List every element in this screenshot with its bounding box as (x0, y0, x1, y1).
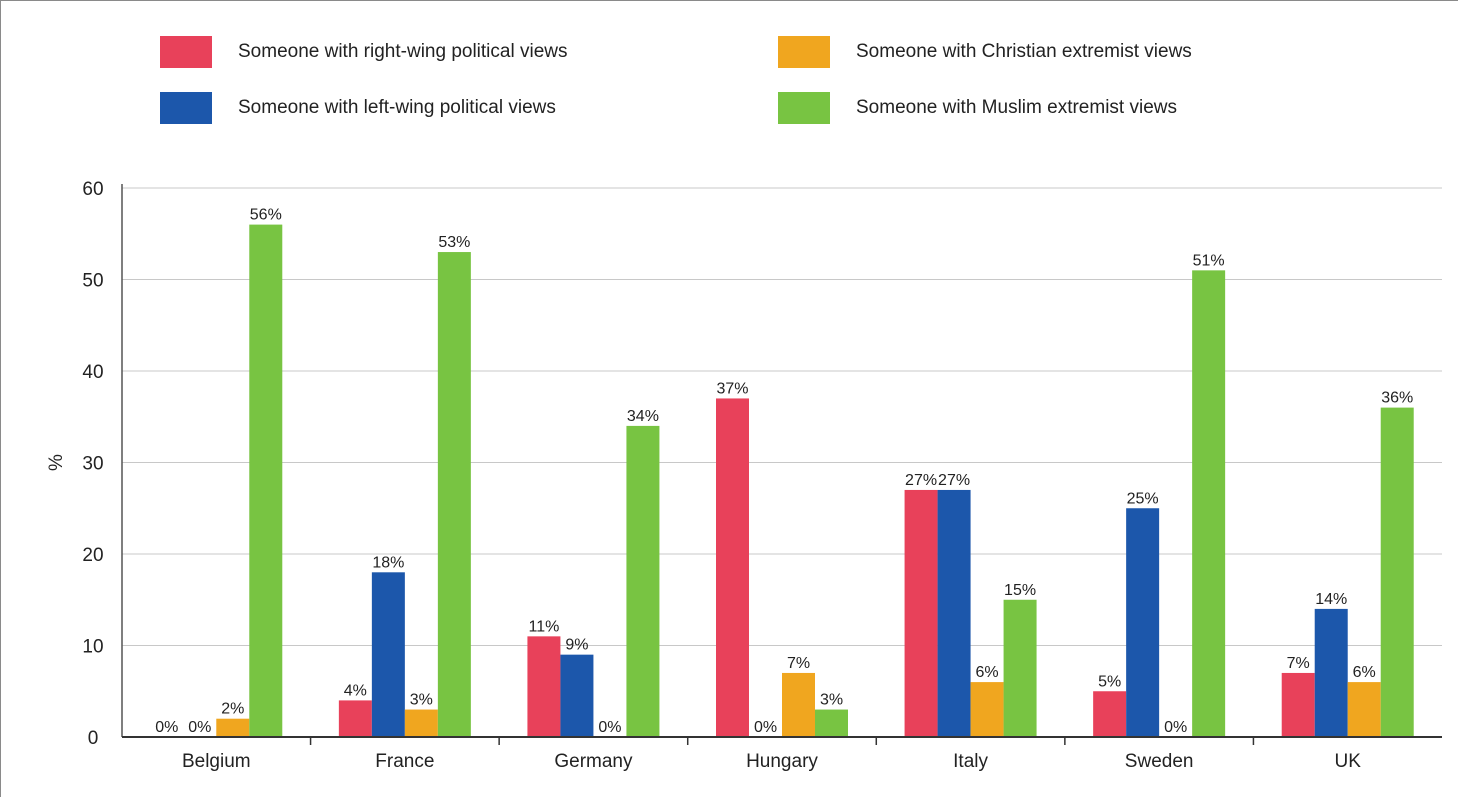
legend-swatch-left-wing (160, 92, 212, 124)
data-label: 0% (598, 719, 621, 736)
data-label: 18% (372, 554, 404, 571)
y-tick-label: 60 (82, 179, 103, 200)
bar (937, 489, 971, 737)
data-label: 56% (250, 207, 282, 224)
data-label: 0% (1164, 719, 1187, 736)
bar (1126, 508, 1160, 737)
data-label: 53% (438, 234, 470, 251)
legend-label-christian-extremist: Someone with Christian extremist views (856, 41, 1192, 62)
legend-swatch-right-wing (160, 36, 212, 68)
bar (626, 425, 660, 737)
bar (970, 682, 1004, 737)
axes: 0 10 20 30 40 50 60 Belgium France Germany Hungary… (82, 179, 1442, 772)
legend-label-muslim-extremist: Someone with Muslim extremist views (856, 97, 1177, 118)
y-tick-label: 50 (82, 271, 103, 292)
data-label: 25% (1127, 490, 1159, 507)
bar (1380, 407, 1414, 737)
data-label: 7% (1287, 655, 1310, 672)
bar (815, 709, 848, 737)
data-label: 2% (221, 701, 244, 718)
y-tick-label: 30 (82, 454, 103, 475)
legend: Someone with right-wing political views … (160, 36, 1400, 136)
y-axis-label: % (46, 454, 67, 471)
legend-item-christian-extremist: Someone with Christian extremist views (778, 36, 1192, 68)
data-label: 37% (716, 380, 748, 397)
y-tick-label: 10 (82, 637, 103, 658)
data-label: 7% (787, 655, 810, 672)
bar (1347, 682, 1381, 737)
legend-swatch-christian-extremist (778, 36, 830, 68)
data-label: 34% (627, 408, 659, 425)
data-label: 4% (344, 682, 367, 699)
x-tick-label: Sweden (1125, 751, 1194, 772)
data-label: 0% (188, 719, 211, 736)
legend-label-right-wing: Someone with right-wing political views (238, 41, 568, 62)
data-label: 15% (1004, 582, 1036, 599)
bar (338, 700, 372, 737)
bar (1192, 270, 1226, 737)
bar (1281, 672, 1315, 737)
x-tick-label: Hungary (746, 751, 818, 772)
data-labels: 0% 0% 2% 56% 4% 18% 3% 53% 11% 9% 0% 34% 37% 0% 7% 3% 27… (155, 207, 1413, 736)
x-tick-label: Italy (953, 751, 988, 772)
bars (216, 224, 1414, 738)
bar (782, 672, 815, 737)
data-label: 27% (938, 472, 970, 489)
bar (216, 718, 250, 737)
gridlines (122, 187, 1442, 646)
bar (716, 398, 749, 737)
data-label: 36% (1381, 390, 1413, 407)
data-label: 6% (1353, 664, 1376, 681)
bar (249, 224, 283, 738)
x-tick-label: Belgium (182, 751, 251, 772)
data-label: 3% (820, 692, 843, 709)
legend-swatch-muslim-extremist (778, 92, 830, 124)
data-label: 0% (155, 719, 178, 736)
legend-label-left-wing: Someone with left-wing political views (238, 97, 556, 118)
y-tick-label: 0 (88, 728, 99, 749)
bar (371, 572, 405, 737)
x-tick-label: UK (1335, 751, 1362, 772)
data-label: 27% (905, 472, 937, 489)
data-label: 0% (754, 719, 777, 736)
bar (904, 489, 938, 737)
legend-item-muslim-extremist: Someone with Muslim extremist views (778, 92, 1177, 124)
bar (437, 252, 471, 738)
bar (1093, 691, 1127, 737)
data-label: 5% (1098, 673, 1121, 690)
y-tick-label: 20 (82, 545, 103, 566)
bar (1314, 608, 1348, 737)
data-label: 9% (565, 637, 588, 654)
data-label: 6% (976, 664, 999, 681)
x-tick-label: France (375, 751, 434, 772)
data-label: 14% (1315, 591, 1347, 608)
bar (560, 654, 594, 737)
data-label: 3% (410, 692, 433, 709)
x-tick-label: Germany (554, 751, 633, 772)
legend-item-left-wing: Someone with left-wing political views (160, 92, 556, 124)
data-label: 11% (529, 618, 560, 635)
legend-item-right-wing: Someone with right-wing political views (160, 36, 567, 68)
bar (1003, 599, 1037, 737)
data-label: 51% (1193, 252, 1225, 269)
bar (404, 709, 438, 737)
y-tick-label: 40 (82, 362, 103, 383)
bar (527, 636, 561, 737)
